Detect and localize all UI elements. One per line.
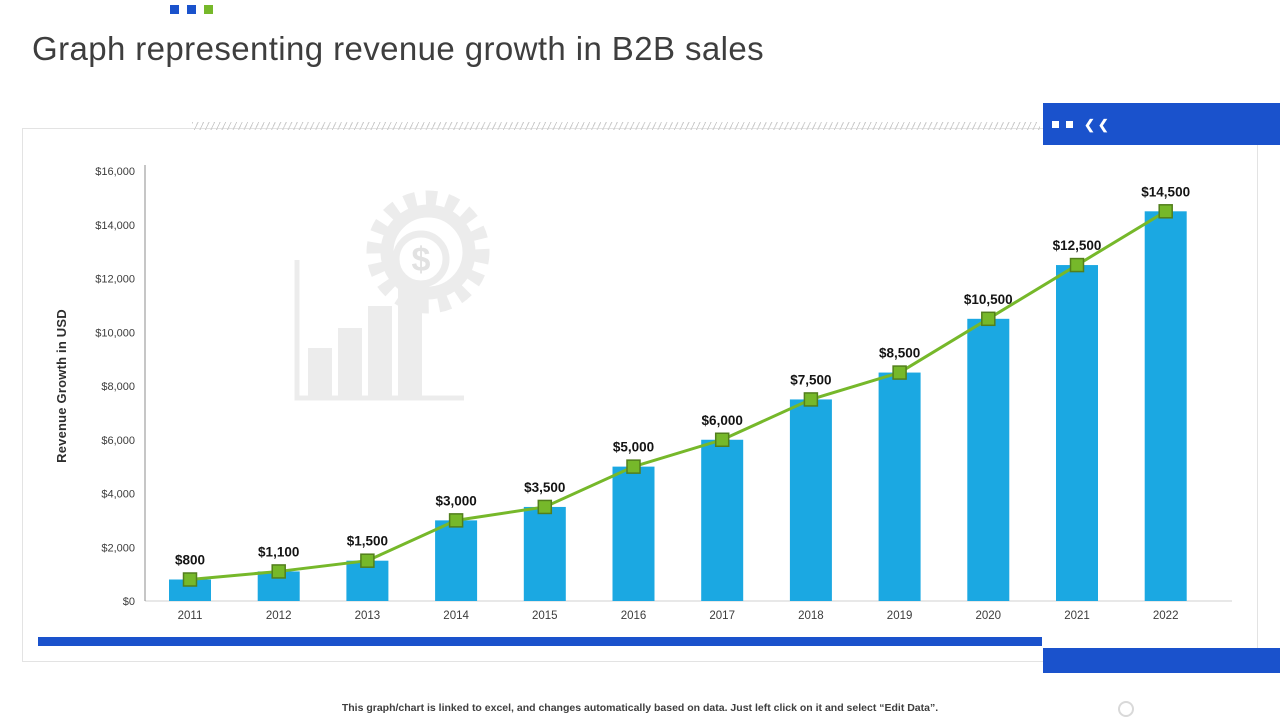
decor-block-bottom-right bbox=[1043, 648, 1280, 673]
corner-circle-icon bbox=[1118, 701, 1134, 717]
x-tick-label: 2020 bbox=[976, 610, 1002, 622]
value-label: $800 bbox=[175, 553, 205, 568]
marker bbox=[1158, 204, 1173, 219]
marker bbox=[448, 513, 464, 528]
marker bbox=[892, 365, 907, 380]
bar bbox=[789, 399, 832, 601]
y-tick-label: $16,000 bbox=[95, 166, 135, 178]
y-tick-label: $2,000 bbox=[101, 542, 135, 554]
marker bbox=[182, 572, 198, 587]
value-label: $1,100 bbox=[258, 544, 299, 559]
accent-square-blue-2 bbox=[187, 5, 196, 14]
x-tick-label: 2012 bbox=[266, 610, 292, 622]
value-label: $3,500 bbox=[524, 480, 565, 495]
value-label: $10,500 bbox=[964, 292, 1013, 307]
value-label: $12,500 bbox=[1053, 238, 1102, 253]
dollar-icon: $ bbox=[412, 241, 431, 279]
y-tick-label: $6,000 bbox=[101, 435, 135, 447]
x-tick-label: 2017 bbox=[709, 610, 735, 622]
footer-note: This graph/chart is linked to excel, and… bbox=[341, 702, 939, 714]
revenue-growth-chart[interactable]: $ $0 $2,000 $4,000 $6,000 $8,000 $10,000 $12,0… bbox=[32, 140, 1248, 640]
decor-square-icon bbox=[1052, 120, 1059, 128]
marker bbox=[360, 553, 375, 568]
chart-underline-bar bbox=[38, 637, 1042, 646]
y-tick-label: $10,000 bbox=[95, 327, 135, 339]
chevron-left-icon: ❮❮ bbox=[1084, 116, 1112, 132]
bar bbox=[1056, 265, 1098, 601]
marker bbox=[803, 392, 819, 407]
y-axis-title: Revenue Growth in USD bbox=[54, 309, 69, 463]
bar bbox=[169, 579, 211, 601]
decor-square-icon bbox=[1066, 120, 1073, 128]
marker bbox=[981, 311, 996, 327]
x-tick-label: 2021 bbox=[1064, 610, 1090, 622]
accent-squares bbox=[170, 5, 213, 14]
x-tick-label: 2016 bbox=[621, 610, 647, 622]
page-title: Graph representing revenue growth in B2B… bbox=[32, 30, 764, 67]
trend-line bbox=[189, 210, 1167, 581]
hatch-decoration bbox=[192, 122, 1040, 130]
value-label: $6,000 bbox=[702, 413, 743, 428]
marker bbox=[714, 432, 730, 447]
watermark-finance-icon: $ bbox=[294, 190, 490, 401]
bar bbox=[1144, 211, 1187, 601]
decor-block-top-right: ❮❮ bbox=[1043, 103, 1280, 145]
accent-square-blue-1 bbox=[170, 5, 179, 14]
x-tick-label: 2013 bbox=[355, 610, 381, 622]
bar bbox=[701, 439, 744, 601]
value-label: $8,500 bbox=[879, 346, 920, 361]
value-label: $3,000 bbox=[435, 493, 476, 508]
value-label: $14,500 bbox=[1141, 184, 1190, 199]
marker bbox=[626, 459, 641, 474]
bar bbox=[612, 466, 655, 601]
x-tick-label: 2019 bbox=[887, 610, 913, 622]
bar bbox=[523, 506, 566, 601]
value-label: $7,500 bbox=[790, 372, 831, 387]
bar bbox=[967, 318, 1010, 601]
y-tick-label: $8,000 bbox=[101, 381, 135, 393]
bar bbox=[878, 372, 921, 601]
y-tick-label: $14,000 bbox=[95, 220, 135, 232]
x-tick-label: 2014 bbox=[443, 610, 469, 622]
marker bbox=[537, 499, 553, 515]
accent-square-green bbox=[204, 5, 213, 14]
y-tick-label: $12,000 bbox=[95, 274, 135, 286]
marker bbox=[271, 564, 286, 579]
y-tick-label: $4,000 bbox=[101, 489, 135, 501]
marker bbox=[1069, 257, 1085, 273]
value-label: $1,500 bbox=[347, 534, 388, 549]
bar bbox=[435, 520, 478, 601]
y-tick-label: $0 bbox=[123, 596, 135, 608]
x-tick-label: 2018 bbox=[798, 610, 824, 622]
value-label: $5,000 bbox=[613, 440, 654, 455]
x-tick-label: 2011 bbox=[178, 610, 203, 622]
x-tick-label: 2022 bbox=[1153, 610, 1179, 622]
x-tick-label: 2015 bbox=[532, 610, 558, 622]
